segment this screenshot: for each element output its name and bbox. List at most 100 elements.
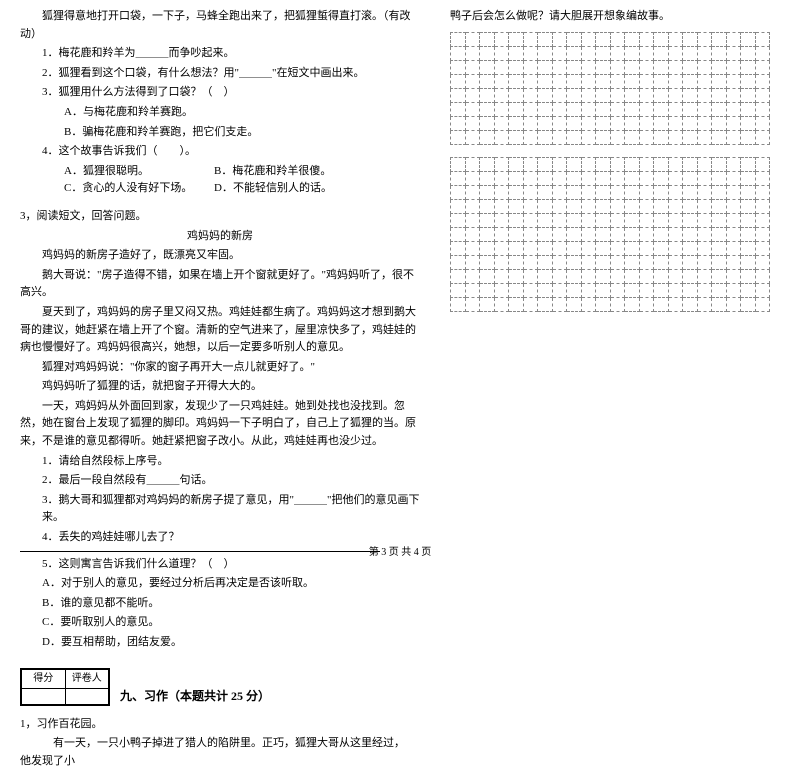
grid-cell[interactable] bbox=[509, 283, 524, 297]
grid-cell[interactable] bbox=[726, 102, 741, 116]
grid-cell[interactable] bbox=[668, 116, 683, 130]
grid-cell[interactable] bbox=[726, 255, 741, 269]
grid-cell[interactable] bbox=[480, 74, 495, 88]
grid-cell[interactable] bbox=[639, 60, 654, 74]
grid-cell[interactable] bbox=[465, 32, 480, 46]
grid-cell[interactable] bbox=[494, 241, 509, 255]
grid-cell[interactable] bbox=[726, 60, 741, 74]
grid-cell[interactable] bbox=[538, 116, 553, 130]
grid-cell[interactable] bbox=[668, 283, 683, 297]
grid-cell[interactable] bbox=[567, 157, 582, 171]
grid-cell[interactable] bbox=[523, 157, 538, 171]
grid-cell[interactable] bbox=[625, 213, 640, 227]
grid-cell[interactable] bbox=[639, 297, 654, 311]
grid-cell[interactable] bbox=[654, 185, 669, 199]
grid-cell[interactable] bbox=[581, 185, 596, 199]
grid-cell[interactable] bbox=[567, 46, 582, 60]
grader-cell[interactable] bbox=[65, 688, 109, 704]
grid-cell[interactable] bbox=[654, 46, 669, 60]
grid-cell[interactable] bbox=[596, 213, 611, 227]
grid-cell[interactable] bbox=[610, 255, 625, 269]
grid-cell[interactable] bbox=[596, 74, 611, 88]
grid-cell[interactable] bbox=[567, 241, 582, 255]
grid-cell[interactable] bbox=[451, 283, 466, 297]
grid-cell[interactable] bbox=[567, 199, 582, 213]
grid-cell[interactable] bbox=[654, 32, 669, 46]
grid-cell[interactable] bbox=[654, 241, 669, 255]
grid-cell[interactable] bbox=[668, 88, 683, 102]
grid-cell[interactable] bbox=[654, 255, 669, 269]
grid-cell[interactable] bbox=[654, 283, 669, 297]
grid-cell[interactable] bbox=[480, 227, 495, 241]
grid-cell[interactable] bbox=[552, 130, 567, 144]
grid-cell[interactable] bbox=[610, 297, 625, 311]
grid-cell[interactable] bbox=[697, 46, 712, 60]
grid-cell[interactable] bbox=[697, 241, 712, 255]
grid-cell[interactable] bbox=[509, 269, 524, 283]
grid-cell[interactable] bbox=[451, 185, 466, 199]
grid-cell[interactable] bbox=[596, 88, 611, 102]
grid-cell[interactable] bbox=[755, 199, 770, 213]
grid-cell[interactable] bbox=[567, 130, 582, 144]
grid-cell[interactable] bbox=[712, 241, 727, 255]
grid-cell[interactable] bbox=[509, 130, 524, 144]
grid-cell[interactable] bbox=[581, 32, 596, 46]
grid-cell[interactable] bbox=[523, 269, 538, 283]
grid-cell[interactable] bbox=[465, 157, 480, 171]
grid-cell[interactable] bbox=[712, 199, 727, 213]
grid-cell[interactable] bbox=[683, 116, 698, 130]
grid-cell[interactable] bbox=[596, 46, 611, 60]
grid-cell[interactable] bbox=[465, 74, 480, 88]
grid-cell[interactable] bbox=[755, 88, 770, 102]
grid-cell[interactable] bbox=[538, 241, 553, 255]
grid-cell[interactable] bbox=[596, 130, 611, 144]
grid-cell[interactable] bbox=[755, 157, 770, 171]
grid-cell[interactable] bbox=[567, 102, 582, 116]
grid-cell[interactable] bbox=[451, 60, 466, 74]
grid-cell[interactable] bbox=[654, 199, 669, 213]
grid-cell[interactable] bbox=[596, 171, 611, 185]
grid-cell[interactable] bbox=[538, 255, 553, 269]
grid-cell[interactable] bbox=[625, 130, 640, 144]
grid-cell[interactable] bbox=[712, 157, 727, 171]
grid-cell[interactable] bbox=[610, 116, 625, 130]
grid-cell[interactable] bbox=[712, 213, 727, 227]
grid-cell[interactable] bbox=[625, 88, 640, 102]
grid-cell[interactable] bbox=[480, 32, 495, 46]
grid-cell[interactable] bbox=[741, 185, 756, 199]
grid-cell[interactable] bbox=[451, 157, 466, 171]
grid-cell[interactable] bbox=[755, 269, 770, 283]
grid-cell[interactable] bbox=[625, 116, 640, 130]
grid-cell[interactable] bbox=[538, 130, 553, 144]
grid-cell[interactable] bbox=[494, 227, 509, 241]
grid-cell[interactable] bbox=[610, 185, 625, 199]
grid-cell[interactable] bbox=[683, 32, 698, 46]
grid-cell[interactable] bbox=[581, 157, 596, 171]
grid-cell[interactable] bbox=[509, 157, 524, 171]
grid-cell[interactable] bbox=[726, 227, 741, 241]
grid-cell[interactable] bbox=[683, 269, 698, 283]
grid-cell[interactable] bbox=[480, 297, 495, 311]
grid-cell[interactable] bbox=[567, 283, 582, 297]
grid-cell[interactable] bbox=[596, 157, 611, 171]
grid-cell[interactable] bbox=[712, 185, 727, 199]
grid-cell[interactable] bbox=[610, 60, 625, 74]
grid-cell[interactable] bbox=[683, 255, 698, 269]
grid-cell[interactable] bbox=[480, 130, 495, 144]
grid-cell[interactable] bbox=[726, 213, 741, 227]
grid-cell[interactable] bbox=[697, 130, 712, 144]
grid-cell[interactable] bbox=[596, 32, 611, 46]
grid-cell[interactable] bbox=[697, 213, 712, 227]
grid-cell[interactable] bbox=[683, 283, 698, 297]
grid-cell[interactable] bbox=[509, 88, 524, 102]
grid-cell[interactable] bbox=[465, 213, 480, 227]
grid-cell[interactable] bbox=[465, 171, 480, 185]
writing-grid-1[interactable] bbox=[450, 32, 780, 145]
grid-cell[interactable] bbox=[712, 255, 727, 269]
grid-cell[interactable] bbox=[552, 116, 567, 130]
grid-cell[interactable] bbox=[712, 88, 727, 102]
grid-cell[interactable] bbox=[625, 255, 640, 269]
grid-cell[interactable] bbox=[610, 213, 625, 227]
grid-cell[interactable] bbox=[596, 116, 611, 130]
grid-cell[interactable] bbox=[625, 102, 640, 116]
